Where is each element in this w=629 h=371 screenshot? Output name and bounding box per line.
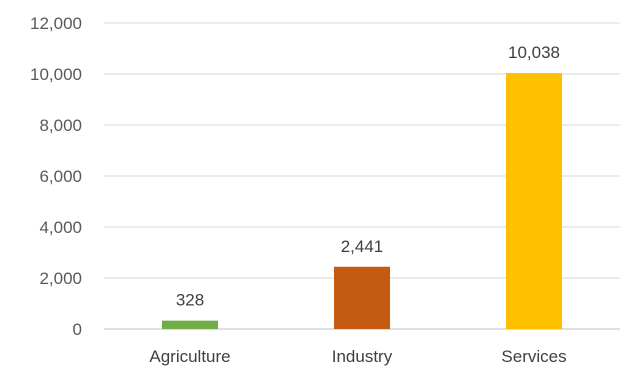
bar-agriculture	[162, 320, 218, 329]
y-tick-label: 8,000	[39, 116, 82, 135]
bar-services	[506, 73, 562, 329]
data-labels: 328 2,441 10,038	[176, 43, 560, 310]
data-label-services: 10,038	[508, 43, 560, 62]
x-axis-category-labels: Agriculture Industry Services	[149, 347, 566, 366]
category-label-services: Services	[501, 347, 566, 366]
y-tick-label: 6,000	[39, 167, 82, 186]
y-tick-label: 12,000	[30, 14, 82, 33]
y-axis-tick-labels: 0 2,000 4,000 6,000 8,000 10,000 12,000	[30, 14, 82, 339]
data-label-agriculture: 328	[176, 291, 204, 310]
y-tick-label: 2,000	[39, 269, 82, 288]
y-tick-label: 0	[73, 320, 82, 339]
category-label-agriculture: Agriculture	[149, 347, 230, 366]
y-tick-label: 10,000	[30, 65, 82, 84]
data-label-industry: 2,441	[341, 237, 384, 256]
y-tick-label: 4,000	[39, 218, 82, 237]
category-label-industry: Industry	[332, 347, 393, 366]
bar-industry	[334, 266, 390, 329]
bars	[162, 73, 562, 329]
